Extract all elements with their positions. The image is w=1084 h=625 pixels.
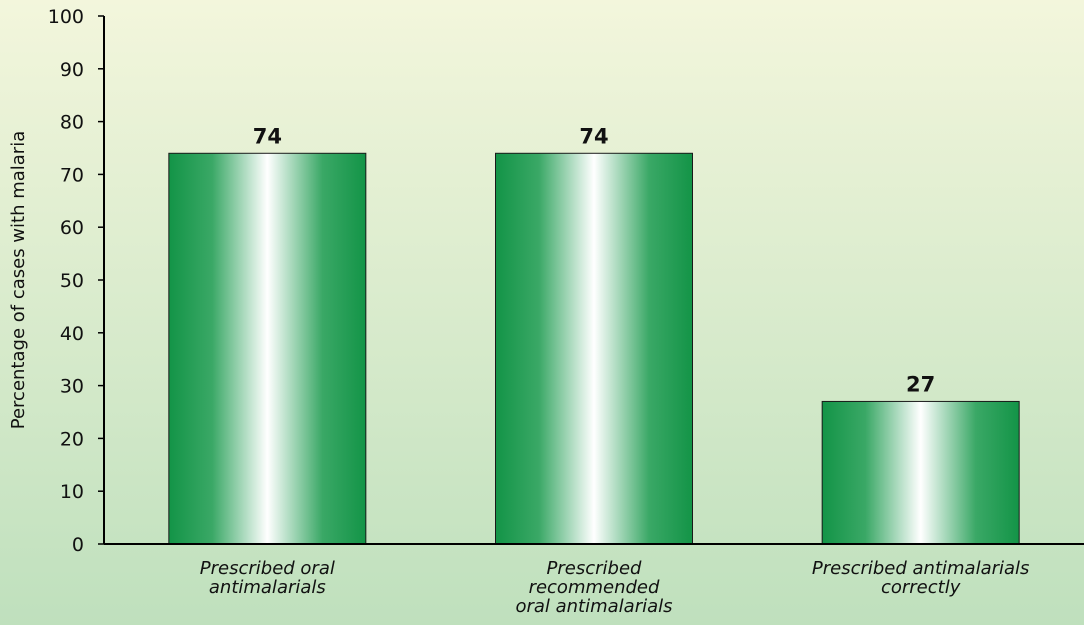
y-tick-label: 100 [48, 6, 84, 28]
category-label-line: recommended [529, 577, 660, 598]
data-label: 27 [906, 372, 935, 396]
y-tick-label: 70 [60, 164, 84, 186]
category-label-line: correctly [881, 577, 961, 598]
y-tick-label: 0 [72, 534, 84, 556]
data-label: 74 [579, 124, 608, 148]
y-tick-label: 50 [60, 270, 84, 292]
y-tick-label: 90 [60, 59, 84, 81]
y-tick-label: 20 [60, 428, 84, 450]
bar [821, 400, 1020, 545]
bar [495, 152, 693, 545]
y-tick-label: 10 [60, 481, 84, 503]
bar [168, 152, 367, 545]
y-axis-label: Percentage of cases with malaria [8, 131, 29, 429]
y-tick-label: 80 [60, 112, 84, 134]
category-label-line: Prescribed [547, 558, 643, 579]
category-label: Prescribed antimalarials correctly [812, 558, 1030, 598]
category-label-line: Prescribed oral [200, 558, 335, 579]
y-tick-label: 40 [60, 323, 84, 345]
y-tick-label: 30 [60, 376, 84, 398]
category-label-line: oral antimalarials [515, 596, 672, 617]
category-label: Prescribed recommended oral antimalarials [515, 558, 672, 617]
category-label: Prescribed oral antimalarials [200, 558, 335, 598]
category-label-line: antimalarials [209, 577, 326, 598]
data-label: 74 [253, 124, 282, 148]
category-label-line: Prescribed antimalarials [812, 558, 1030, 579]
y-tick-label: 60 [60, 217, 84, 239]
